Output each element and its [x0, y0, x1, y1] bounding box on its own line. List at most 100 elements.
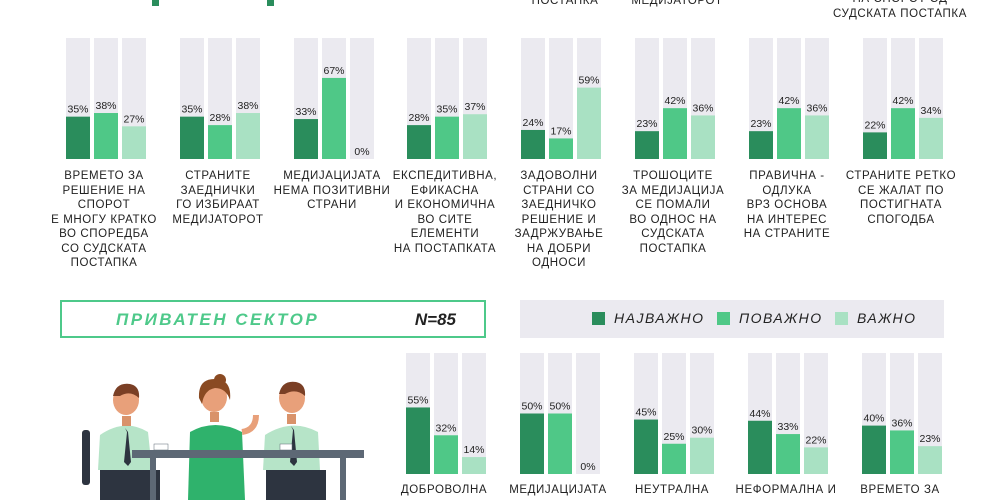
bar [663, 108, 687, 159]
data-label: 36% [891, 417, 912, 429]
bar [180, 116, 204, 159]
top-label-2: МЕДИЈАТОРОТ [631, 0, 723, 7]
person-1-icon [98, 383, 160, 500]
legend-swatch-icon [835, 311, 848, 325]
legend-item-najvazno: НАЈВАЖНО [592, 310, 705, 326]
data-label: 50% [521, 401, 542, 413]
data-label: 50% [549, 401, 570, 413]
legend-swatch-icon [592, 311, 605, 325]
data-label: 59% [578, 75, 599, 87]
data-label: 40% [863, 413, 884, 425]
category-label: ЕКСПЕДИТИВНА, ЕФИКАСНА И ЕКОНОМИЧНА ВО С… [392, 170, 498, 255]
top-label-1: ПОСТАПКА [531, 0, 599, 7]
bar [862, 425, 886, 474]
legend-label: ПОВАЖНО [739, 310, 823, 326]
category-label: СТРАНИТЕ ЗАЕДНИЧКИ ГО ИЗБИРААТ МЕДИЈАТОР… [172, 170, 264, 226]
section-title: ПРИВАТЕН СЕКТОР [116, 310, 320, 329]
top-label-3: НА СПОРОТ ОД СУДСКАТА ПОСТАПКА [833, 0, 967, 20]
bar [805, 115, 829, 159]
category-label: ЗАДОВОЛНИ СТРАНИ СО ЗАЕДНИЧКО РЕШЕНИЕ И … [514, 170, 604, 269]
meeting-illustration [82, 374, 364, 500]
data-label: 23% [750, 118, 771, 130]
bar [463, 114, 487, 159]
bar [777, 108, 801, 159]
data-label: 42% [892, 95, 913, 107]
category-label: ПРАВИЧНА - ОДЛУКА ВРЗ ОСНОВА НА ИНТЕРЕС … [743, 170, 831, 240]
bar [890, 430, 914, 474]
data-label: 45% [635, 407, 656, 419]
data-label: 27% [123, 113, 144, 125]
data-label: 42% [778, 95, 799, 107]
bar [776, 434, 800, 474]
bar [548, 413, 572, 474]
bar [804, 447, 828, 474]
bar-track [350, 38, 374, 159]
data-label: 55% [407, 394, 428, 406]
bar-track [462, 353, 486, 474]
data-label: 28% [408, 112, 429, 124]
category-label: ВРЕМЕТО ЗА [860, 484, 940, 496]
bar [549, 138, 573, 159]
data-label: 32% [435, 422, 456, 434]
data-label: 24% [522, 117, 543, 129]
category-label: МЕДИЈАЦИЈАТА [509, 484, 607, 496]
bar [662, 443, 686, 474]
bar [690, 437, 714, 474]
legend-item-povazno: ПОВАЖНО [717, 310, 823, 326]
bar [577, 87, 601, 159]
bar [691, 115, 715, 159]
bar [462, 457, 486, 474]
bar [122, 126, 146, 159]
data-label: 42% [664, 95, 685, 107]
bar [322, 77, 346, 159]
bar [918, 446, 942, 474]
section-banner: ПРИВАТЕН СЕКТОР N=85 [60, 300, 486, 338]
header-fragment [267, 0, 274, 6]
legend-label: НАЈВАЖНО [614, 310, 705, 326]
data-label: 35% [436, 104, 457, 116]
data-label: 67% [323, 65, 344, 77]
legend-item-vazno: ВАЖНО [835, 310, 917, 326]
bar [94, 113, 118, 159]
data-label: 37% [464, 101, 485, 113]
data-label: 0% [354, 146, 369, 158]
category-label: ВРЕМЕТО ЗА РЕШЕНИЕ НА СПОРОТ Е МНОГУ КРА… [51, 170, 157, 269]
legend-label: ВАЖНО [857, 310, 917, 326]
bar [634, 419, 658, 474]
category-label: НЕФОРМАЛНА И [735, 484, 837, 496]
data-label: 14% [463, 444, 484, 456]
bar [435, 116, 459, 159]
sample-size: N=85 [414, 310, 456, 329]
bar [294, 119, 318, 159]
data-label: 22% [805, 434, 826, 446]
bar [66, 116, 90, 159]
category-label: МЕДИЈАЦИЈАТА НЕМА ПОЗИТИВНИ СТРАНИ [273, 170, 391, 211]
data-label: 36% [806, 102, 827, 114]
data-label: 0% [580, 461, 595, 473]
bar [434, 435, 458, 474]
data-label: 23% [636, 118, 657, 130]
person-2-icon [188, 374, 259, 500]
bar [520, 413, 544, 474]
data-label: 35% [181, 104, 202, 116]
bar [919, 117, 943, 159]
legend-swatch-icon [717, 311, 730, 325]
data-label: 38% [95, 100, 116, 112]
bar [521, 129, 545, 159]
data-label: 17% [550, 125, 571, 137]
category-label: ДОБРОВОЛНА [400, 484, 488, 496]
person-3-icon [263, 381, 326, 500]
data-label: 36% [692, 102, 713, 114]
legend: НАЈВАЖНО ПОВАЖНО ВАЖНО [520, 300, 944, 338]
category-label: СТРАНИТЕ РЕТКО СЕ ЖАЛАТ ПО ПОСТИГНАТА СП… [845, 170, 957, 226]
data-label: 34% [920, 105, 941, 117]
bar [749, 131, 773, 159]
top-bar-chart: 35% 38% 27% 35% 28% 38% 33% 67% 0% 28% 35% 37% 24% 17… [66, 38, 943, 159]
bar [891, 108, 915, 159]
data-label: 25% [663, 431, 684, 443]
bar [863, 132, 887, 159]
category-label: ТРОШОЦИТЕ ЗА МЕДИЈАЦИЈА СЕ ПОМАЛИ ВО ОДН… [621, 170, 725, 255]
bar [748, 420, 772, 474]
bar [635, 131, 659, 159]
